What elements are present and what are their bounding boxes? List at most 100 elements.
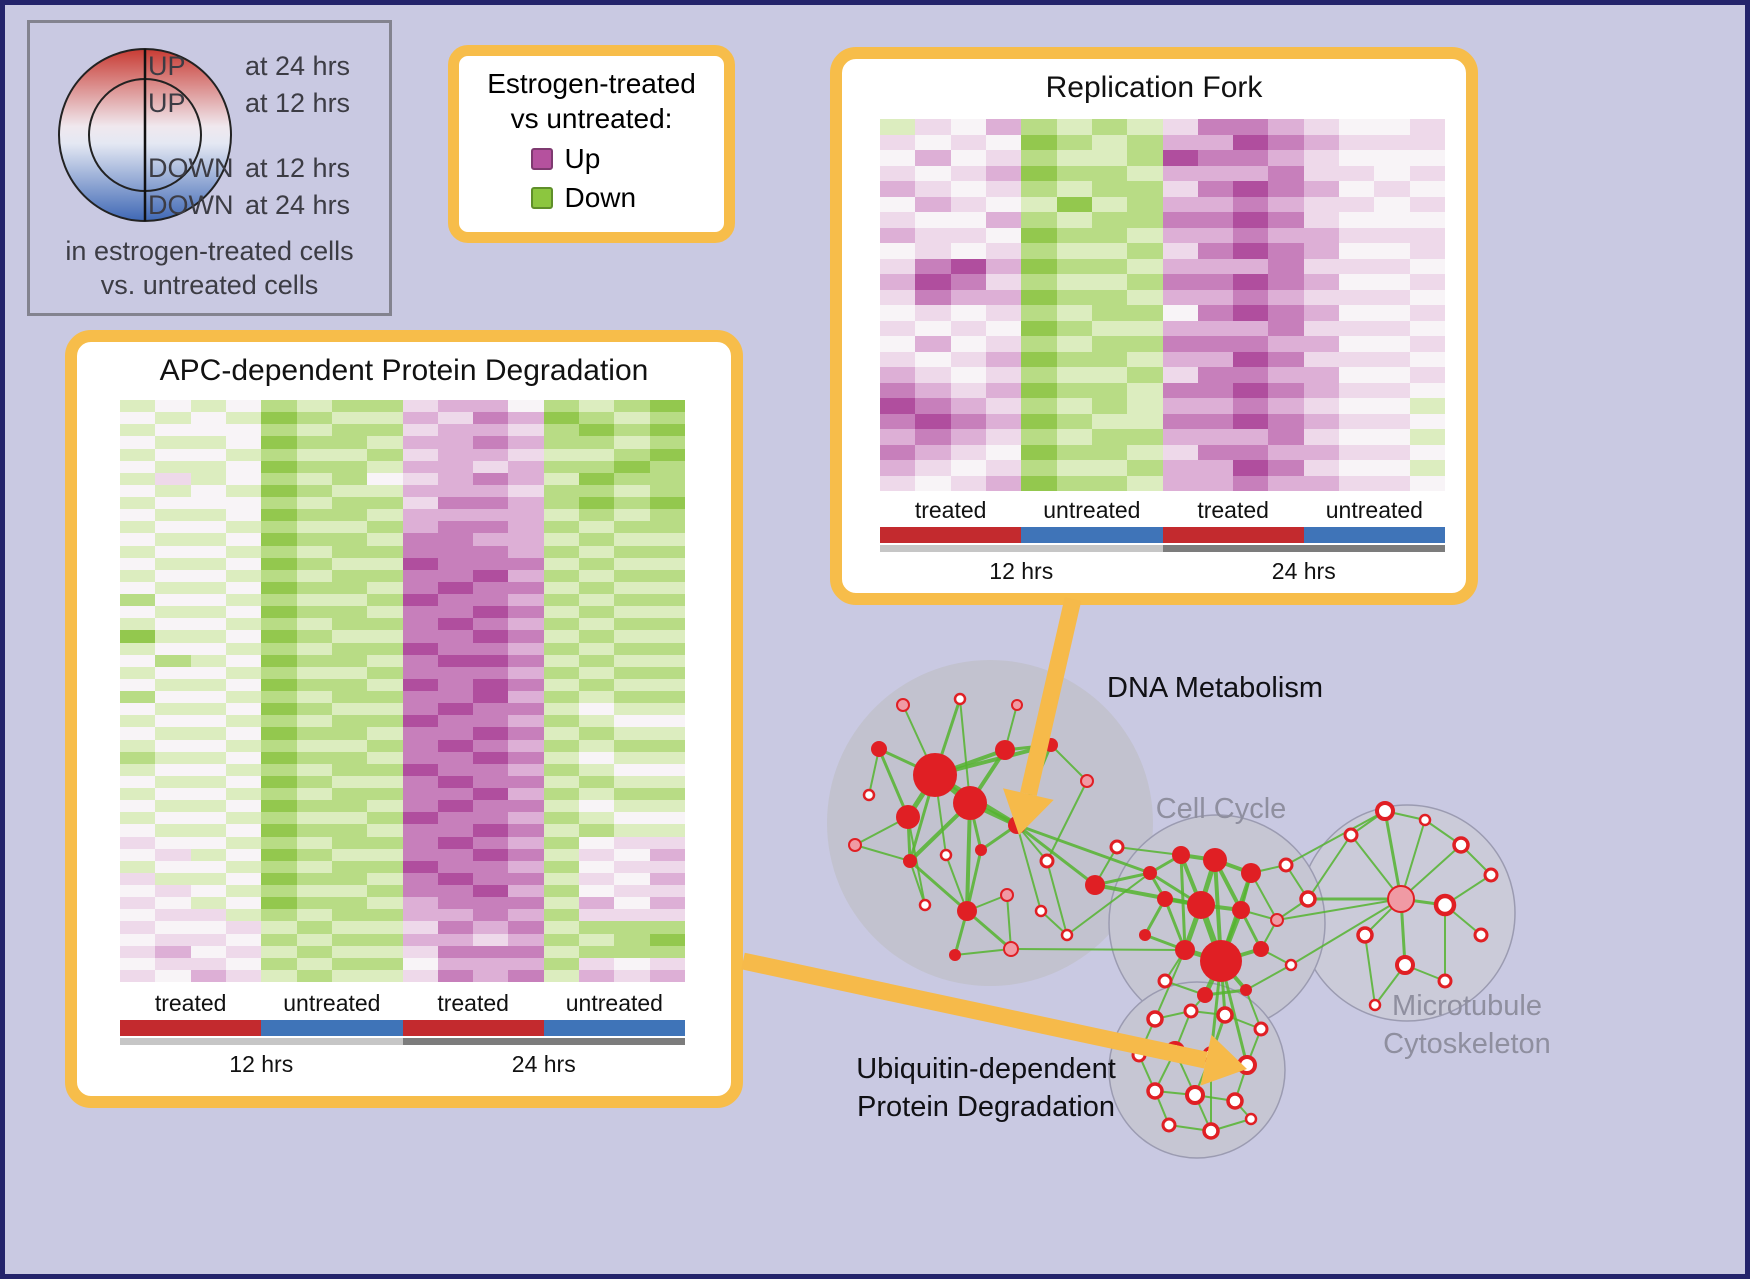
- heatmap-row: [120, 618, 685, 631]
- network-node: [1232, 901, 1250, 919]
- dna-metabolism-label: DNA Metabolism: [1107, 672, 1323, 704]
- network-node: [913, 753, 957, 797]
- heatmap-row: [880, 351, 1445, 367]
- network-node: [1433, 893, 1457, 917]
- callout-arrow-head: [1003, 788, 1054, 835]
- network-edge: [1093, 883, 1203, 907]
- network-edge: [1179, 853, 1203, 907]
- apc-degradation-title: APC-dependent Protein Degradation: [159, 354, 649, 387]
- heatmap-row: [120, 630, 685, 643]
- network-node: [1437, 973, 1453, 989]
- heatmap-row: [880, 336, 1445, 352]
- network-edge: [966, 894, 1008, 912]
- heatmap-row: [120, 727, 685, 740]
- microtubule-label-line1: Microtubule: [1392, 990, 1542, 1022]
- network-node: [1299, 890, 1317, 908]
- replication-fork-panel: Replication Fork treated untreated treat…: [830, 47, 1478, 605]
- heatmap-row: [120, 751, 685, 764]
- heatmap-row: [120, 557, 685, 570]
- condition-label: untreated: [1325, 497, 1423, 523]
- heatmap-row: [120, 581, 685, 594]
- network-node: [1000, 888, 1014, 902]
- network-edge: [1399, 897, 1407, 967]
- network-edge: [1015, 823, 1152, 875]
- heatmap-row: [880, 367, 1445, 383]
- treated-bar-segment: [880, 527, 1022, 543]
- heatmap-row: [120, 957, 685, 970]
- time-label-12hrs: 12 hrs: [229, 1051, 294, 1077]
- network-node: [1452, 836, 1470, 854]
- network-edge: [968, 748, 1007, 805]
- network-edge: [905, 772, 938, 820]
- network-edge: [1094, 846, 1118, 886]
- network-node: [995, 740, 1015, 760]
- treated-bar-segment: [402, 1020, 544, 1036]
- condition-color-bar: [880, 527, 1445, 543]
- network-node: [1253, 1021, 1269, 1037]
- network-edge: [1164, 980, 1206, 996]
- untreated-bar-segment: [543, 1020, 685, 1036]
- network-edge: [1260, 919, 1278, 950]
- network-edge: [965, 801, 972, 913]
- heatmap-row: [120, 642, 685, 655]
- network-node: [1003, 941, 1019, 957]
- heatmap-row: [120, 921, 685, 934]
- time-label-24hrs: 24 hrs: [511, 1051, 576, 1077]
- network-node: [896, 698, 910, 712]
- network-edge: [902, 704, 936, 776]
- network-edge: [906, 815, 912, 863]
- network-node: [1187, 891, 1215, 919]
- network-node: [1172, 846, 1190, 864]
- condition-label: untreated: [283, 990, 381, 1016]
- heatmap-row: [880, 320, 1445, 336]
- network-node: [1202, 1046, 1220, 1064]
- network-edge: [1148, 871, 1167, 901]
- network-edge: [1219, 959, 1249, 1067]
- network-node: [1395, 955, 1415, 975]
- network-edge: [954, 948, 1012, 956]
- network-node: [1203, 848, 1227, 872]
- heatmap-row: [120, 569, 685, 582]
- time-bar: [120, 1038, 685, 1045]
- heatmap-row: [120, 521, 685, 534]
- network-node: [896, 805, 920, 829]
- network-node: [1085, 875, 1105, 895]
- ring-up-inner-label: UP: [148, 88, 186, 118]
- heatmap-row: [880, 181, 1445, 197]
- network-edge: [1138, 1050, 1176, 1056]
- network-node: [1270, 913, 1284, 927]
- heatmap-row: [120, 497, 685, 510]
- heatmap-row: [880, 413, 1445, 429]
- updown-title-line2: vs untreated:: [510, 103, 673, 134]
- microtubule-cytoskeleton-label: Microtubule Cytoskeleton: [1383, 988, 1551, 1063]
- network-node: [1146, 1010, 1164, 1028]
- network-edge: [1424, 819, 1462, 846]
- network-node: [953, 692, 967, 706]
- untreated-bar-segment: [261, 1020, 403, 1036]
- network-node: [1200, 940, 1242, 982]
- network-edge: [965, 848, 983, 913]
- network-edge: [1350, 810, 1386, 836]
- ring-caption-line1: in estrogen-treated cells: [65, 236, 354, 266]
- network-edge: [1006, 894, 1012, 950]
- network-edge: [1290, 898, 1402, 966]
- heatmap-row: [120, 763, 685, 776]
- network-edge: [1190, 994, 1206, 1012]
- network-node: [949, 949, 961, 961]
- condition-label: treated: [1197, 497, 1269, 523]
- network-edge: [933, 748, 1007, 777]
- network-edge: [1194, 1094, 1212, 1132]
- network-edge: [1004, 704, 1018, 751]
- network-edge: [1190, 1010, 1226, 1016]
- network-node: [1368, 998, 1382, 1012]
- network-edge: [907, 816, 926, 906]
- replication-fork-title: Replication Fork: [1045, 71, 1263, 104]
- bar-12hrs-segment: [880, 545, 1163, 552]
- heatmap-row: [120, 933, 685, 946]
- network-edge: [1016, 824, 1042, 912]
- network-node: [1356, 926, 1374, 944]
- heatmap-row: [120, 678, 685, 691]
- network-node: [1216, 1006, 1234, 1024]
- apc-degradation-annotations: treated untreated treated untreated 12 h…: [120, 990, 685, 1078]
- network-edge: [1093, 871, 1152, 887]
